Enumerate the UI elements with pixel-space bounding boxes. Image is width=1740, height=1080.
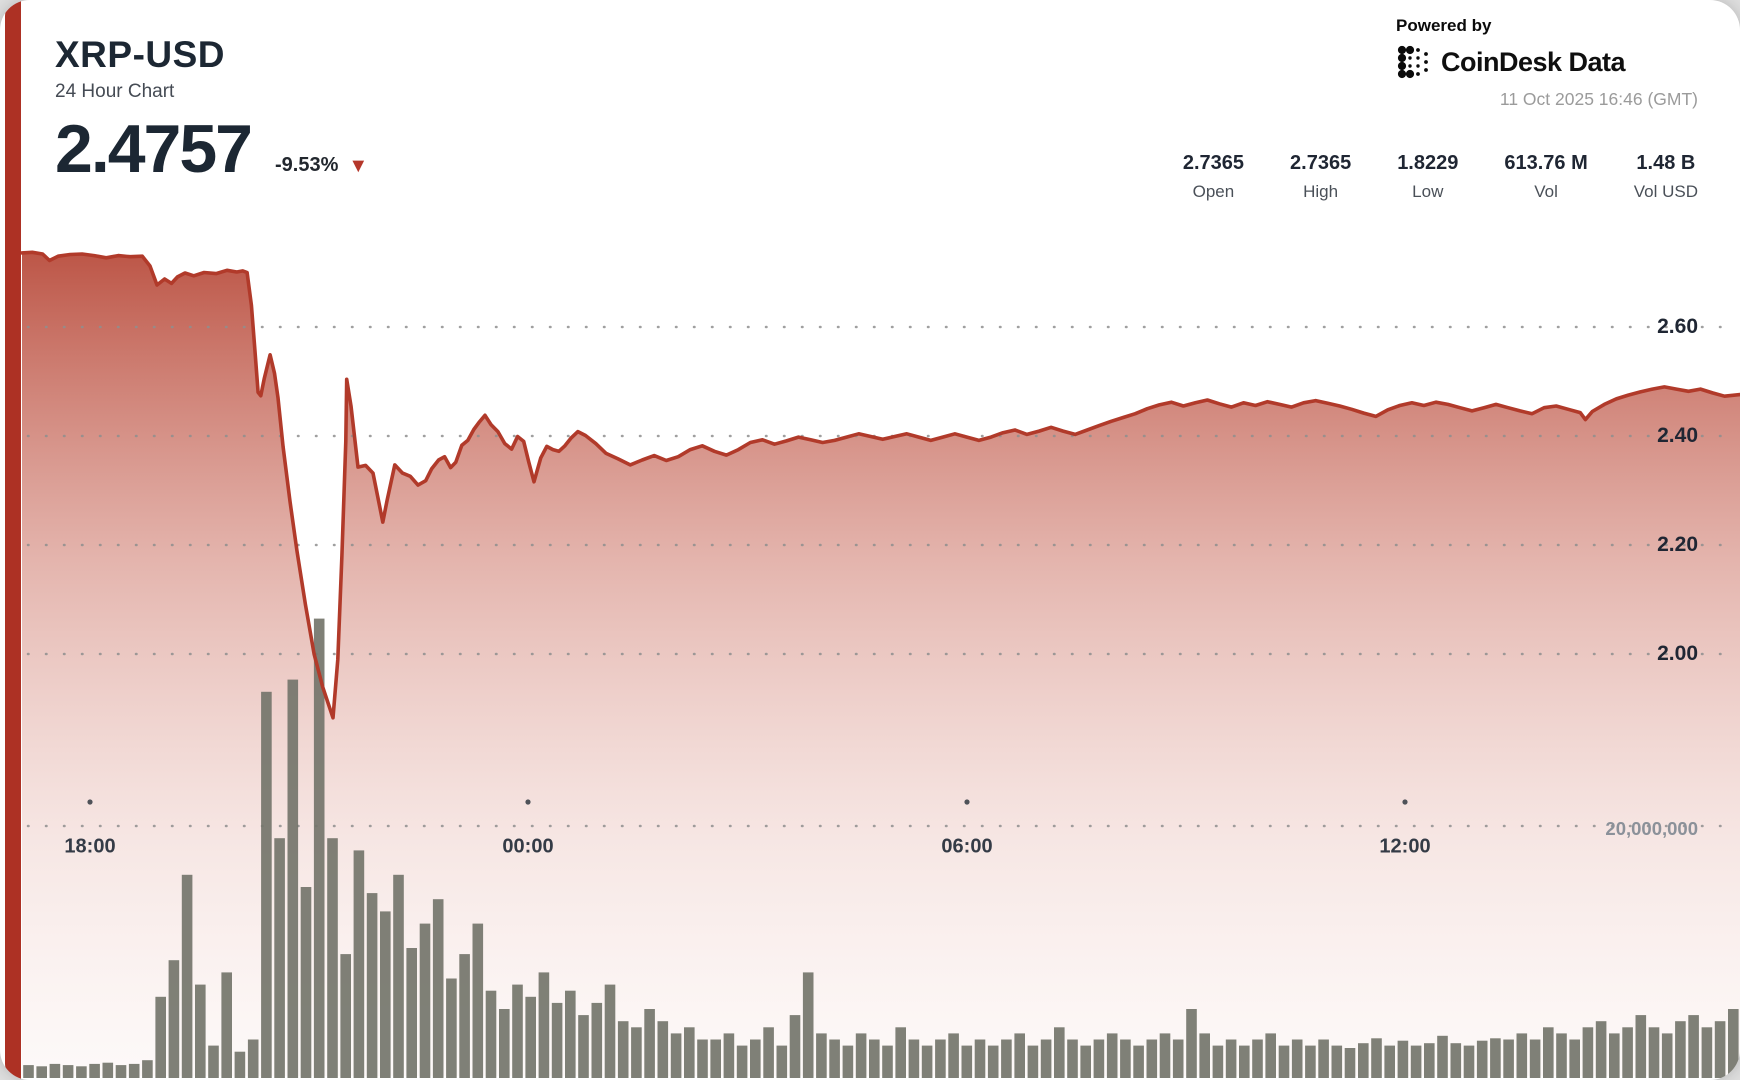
time-axis-label: 12:00 xyxy=(1379,835,1431,858)
price-axis-label: 2.20 xyxy=(1657,533,1698,556)
stat-open: 2.7365 Open xyxy=(1182,152,1245,201)
stat-low: 1.8229 Low xyxy=(1397,152,1459,201)
change-badge: -9.53% ▼ xyxy=(275,154,368,177)
header-right: Powered by CoinDesk Data 11 Oct 2025 16:4… xyxy=(1396,16,1698,110)
price-line xyxy=(20,250,1740,720)
price-axis-label: 2.00 xyxy=(1657,642,1698,665)
price-row: 2.4757 -9.53% ▼ xyxy=(55,115,368,183)
volume-bars xyxy=(23,618,1739,1078)
time-axis-label: 18:00 xyxy=(64,835,116,858)
symbol-title: XRP-USD xyxy=(55,34,226,75)
brand-data: Data xyxy=(1568,46,1626,77)
timestamp: 11 Oct 2025 16:46 (GMT) xyxy=(1499,89,1698,109)
stats-row: 2.7365 Open 2.7365 High 1.8229 Low 613.7… xyxy=(1183,152,1698,202)
time-tick-dot xyxy=(87,799,93,805)
time-tick-dot xyxy=(1402,799,1408,805)
time-axis-label: 06:00 xyxy=(941,835,993,858)
time-axis-label: 00:00 xyxy=(502,835,554,858)
price-axis-label: 2.40 xyxy=(1657,424,1698,447)
header-left: XRP-USD 24 Hour Chart 2.4757 -9.53% ▼ xyxy=(55,34,368,183)
coindesk-logo-icon xyxy=(1397,45,1428,79)
left-accent-stripe xyxy=(5,0,21,1080)
time-tick-dot xyxy=(525,799,531,805)
price-axis-label: 2.60 xyxy=(1657,315,1698,338)
time-tick-dot xyxy=(964,799,970,805)
current-price: 2.4757 xyxy=(55,111,253,187)
stat-vol-usd: 1.48 B Vol USD xyxy=(1633,152,1698,201)
chart-subtitle: 24 Hour Chart xyxy=(55,81,175,102)
coindesk-data-logo: CoinDesk Data xyxy=(1396,44,1698,80)
down-triangle-icon: ▼ xyxy=(348,154,369,177)
percent-change: -9.53% xyxy=(274,154,339,176)
stat-vol: 613.76 M Vol xyxy=(1504,152,1588,201)
brand-coindesk: CoinDesk xyxy=(1441,46,1562,77)
volume-axis-label: 20,000,000 xyxy=(1605,818,1698,839)
stat-high: 2.7365 High xyxy=(1290,152,1352,201)
price-area-fill xyxy=(22,252,1740,1077)
powered-by-label: Powered by xyxy=(1396,16,1492,35)
